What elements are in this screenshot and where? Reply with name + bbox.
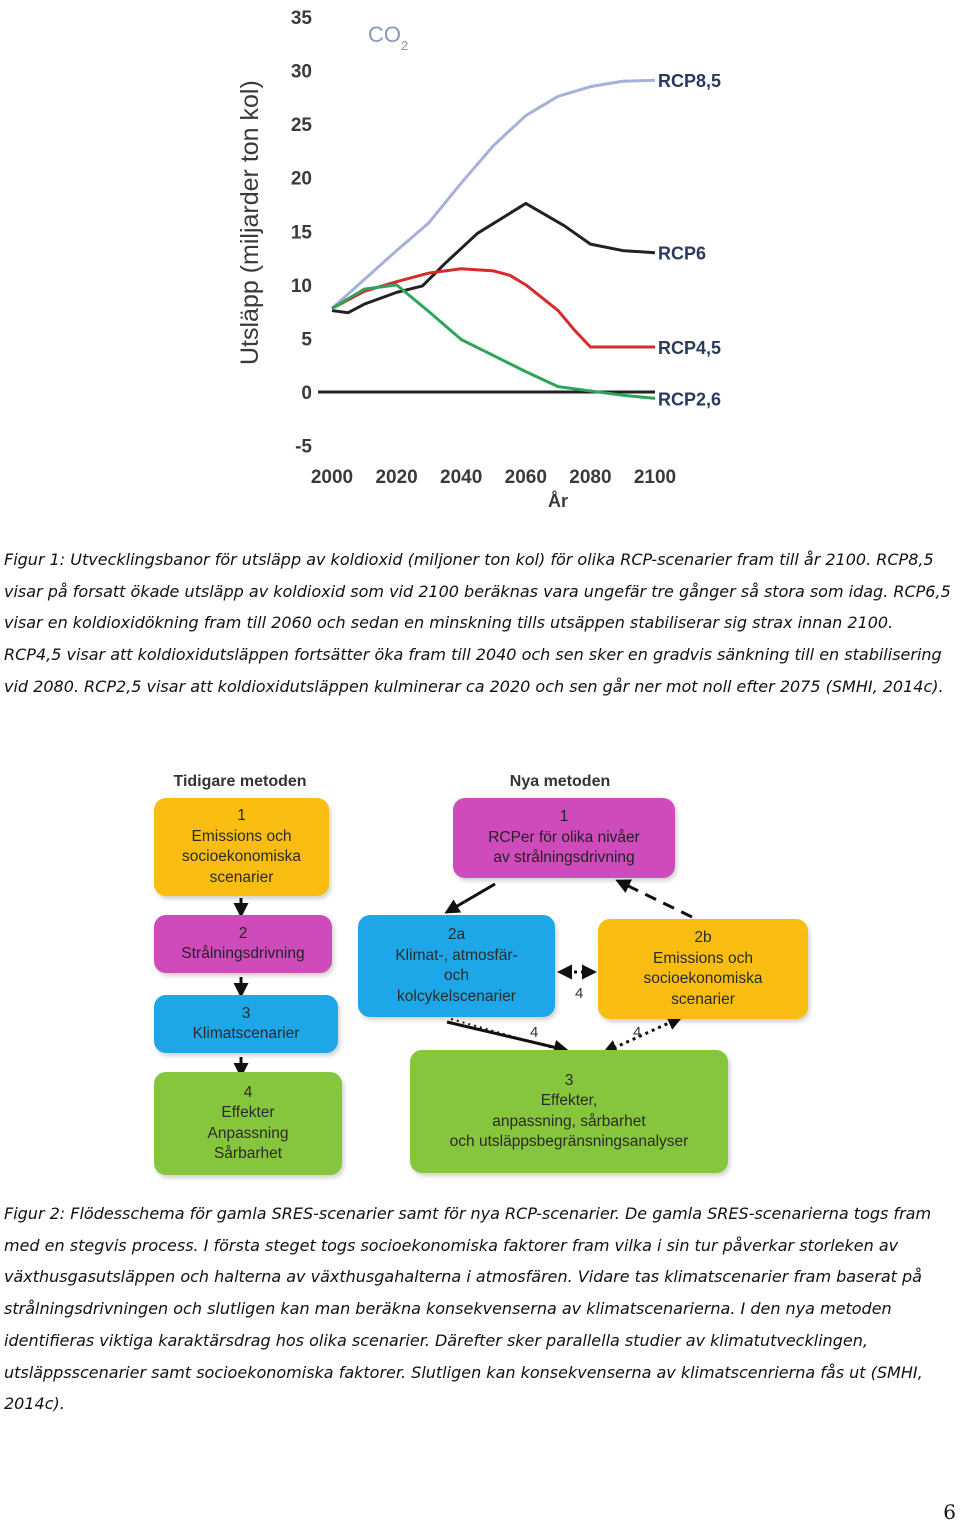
step-number: 4 — [243, 1083, 253, 1101]
old-step-2-box: 2 Strålningsdrivning — [154, 915, 332, 973]
step-line: Sårbarhet — [213, 1145, 283, 1162]
x-tick-label: 2060 — [505, 467, 547, 488]
series-line-rcp6 — [331, 201, 656, 315]
y-tick-label: -5 — [295, 437, 312, 458]
y-tick-label: 35 — [291, 8, 313, 29]
step-line: Emissions och — [191, 827, 292, 845]
series-line-rcp4-5 — [331, 267, 655, 349]
step-number: 2b — [694, 929, 712, 946]
figure-1-caption: Figur 1: Utvecklingsbanor för utsläpp av… — [4, 550, 951, 696]
step-line: kolcykelscenarier — [397, 987, 516, 1005]
step-number: 3 — [241, 1004, 251, 1022]
y-tick-label: 5 — [301, 329, 312, 350]
step-line: Effekter, — [540, 1092, 598, 1109]
page-number: 6 — [943, 1500, 956, 1524]
flow-arrows: 4 4 4 — [233, 879, 693, 1078]
step-number: 2 — [238, 924, 248, 942]
co2-emissions-chart: 35 30 25 20 15 10 5 0 -5 2000 2020 2040 2060 2080 210… — [236, 8, 721, 511]
step-number: 2a — [447, 926, 466, 943]
series-line-rcp8-5 — [330, 78, 656, 310]
old-method-heading: Tidigare metoden — [173, 773, 307, 790]
y-tick-label: 10 — [291, 276, 312, 297]
new-step-1-box: 1 RCPer för olika nivåer av strålningsdr… — [453, 798, 675, 878]
series-label-rcp4-5: RCP4,5 — [658, 338, 721, 358]
step-line: och utsläppsbegränsningsanalyser — [449, 1133, 689, 1150]
series-label-rcp2-6: RCP2,6 — [658, 389, 721, 409]
flowchart: 4 4 4 Tidigare metoden Nya metoden 1 Emi… — [0, 765, 960, 1185]
step-line: scenarier — [671, 990, 735, 1008]
y-tick-label: 30 — [291, 62, 312, 83]
step-line: socioekonomiska — [182, 848, 301, 865]
y-tick-label: 15 — [291, 222, 313, 243]
y-tick-label: 20 — [291, 169, 312, 190]
arrow-label-4-c: 4 — [633, 1024, 641, 1041]
x-axis-ticks: 2000 2020 2040 2060 2080 2100 — [311, 467, 676, 488]
step-number: 1 — [559, 808, 569, 826]
step-line: socioekonomiska — [643, 970, 763, 987]
y-axis-title: Utsläpp (miljarder ton kol) — [236, 80, 264, 365]
step-number: 3 — [564, 1071, 574, 1089]
series-lines — [330, 78, 656, 400]
series-label-rcp6: RCP6 — [658, 244, 706, 264]
old-step-1-box: 1 Emissions och socioekonomiska scenarie… — [154, 798, 329, 896]
x-axis-title: År — [548, 491, 568, 511]
step-line: Anpassning — [207, 1124, 289, 1142]
step-number: 1 — [237, 807, 246, 824]
step-line: anpassning, sårbarhet — [492, 1112, 646, 1130]
step-line: Klimatscenarier — [192, 1025, 300, 1042]
new-step-2b-box: 2b Emissions och socioekonomiska scenari… — [598, 919, 808, 1019]
arrow-2b-3 — [602, 1016, 683, 1054]
arrow-1-2a — [444, 882, 496, 914]
x-tick-label: 2000 — [311, 467, 353, 488]
figure-2-caption: Figur 2: Flödesschema för gamla SRES-sce… — [4, 1204, 932, 1414]
y-axis-ticks: 35 30 25 20 15 10 5 0 -5 — [291, 8, 313, 458]
step-line: Effekter — [221, 1104, 275, 1121]
old-step-3-box: 3 Klimatscenarier — [154, 995, 338, 1053]
y-tick-label: 25 — [291, 115, 313, 136]
series-line-rcp2-6 — [331, 283, 656, 400]
old-step-4-box: 4 Effekter Anpassning Sårbarhet — [154, 1072, 342, 1175]
arrow-2b-1 — [615, 879, 693, 919]
y-tick-label: 0 — [301, 383, 312, 404]
arrow-2a-3 — [446, 1020, 569, 1055]
x-tick-label: 2100 — [634, 467, 676, 488]
new-method-heading: Nya metoden — [509, 773, 611, 790]
chart-title: CO2 — [368, 22, 408, 53]
series-labels: RCP8,5 RCP6 RCP4,5 RCP2,6 — [658, 71, 721, 409]
step-line: Klimat-, atmosfär- — [395, 946, 518, 964]
new-step-2a-box: 2a Klimat-, atmosfär- och kolcykelscenar… — [358, 915, 555, 1017]
arrow-label-4-a: 4 — [575, 985, 583, 1002]
x-tick-label: 2080 — [569, 467, 611, 488]
step-line: Strålningsdrivning — [181, 945, 305, 962]
step-line: av strålningsdrivning — [493, 849, 635, 867]
arrow-label-4-b: 4 — [530, 1024, 538, 1041]
x-tick-label: 2020 — [375, 467, 417, 488]
step-line: Emissions och — [653, 949, 753, 967]
step-line: RCPer för olika nivåer — [488, 828, 640, 846]
step-line: scenarier — [209, 868, 274, 886]
step-line: och — [444, 967, 469, 984]
new-step-3-box: 3 Effekter, anpassning, sårbarhet och ut… — [410, 1050, 728, 1173]
series-label-rcp8-5: RCP8,5 — [658, 71, 721, 91]
x-tick-label: 2040 — [440, 467, 482, 488]
arrow-3-2a-dotted — [450, 1018, 569, 1055]
